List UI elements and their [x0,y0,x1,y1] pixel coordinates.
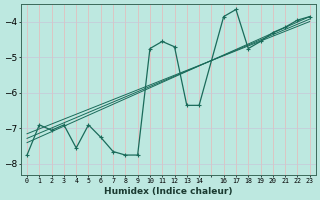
X-axis label: Humidex (Indice chaleur): Humidex (Indice chaleur) [104,187,233,196]
